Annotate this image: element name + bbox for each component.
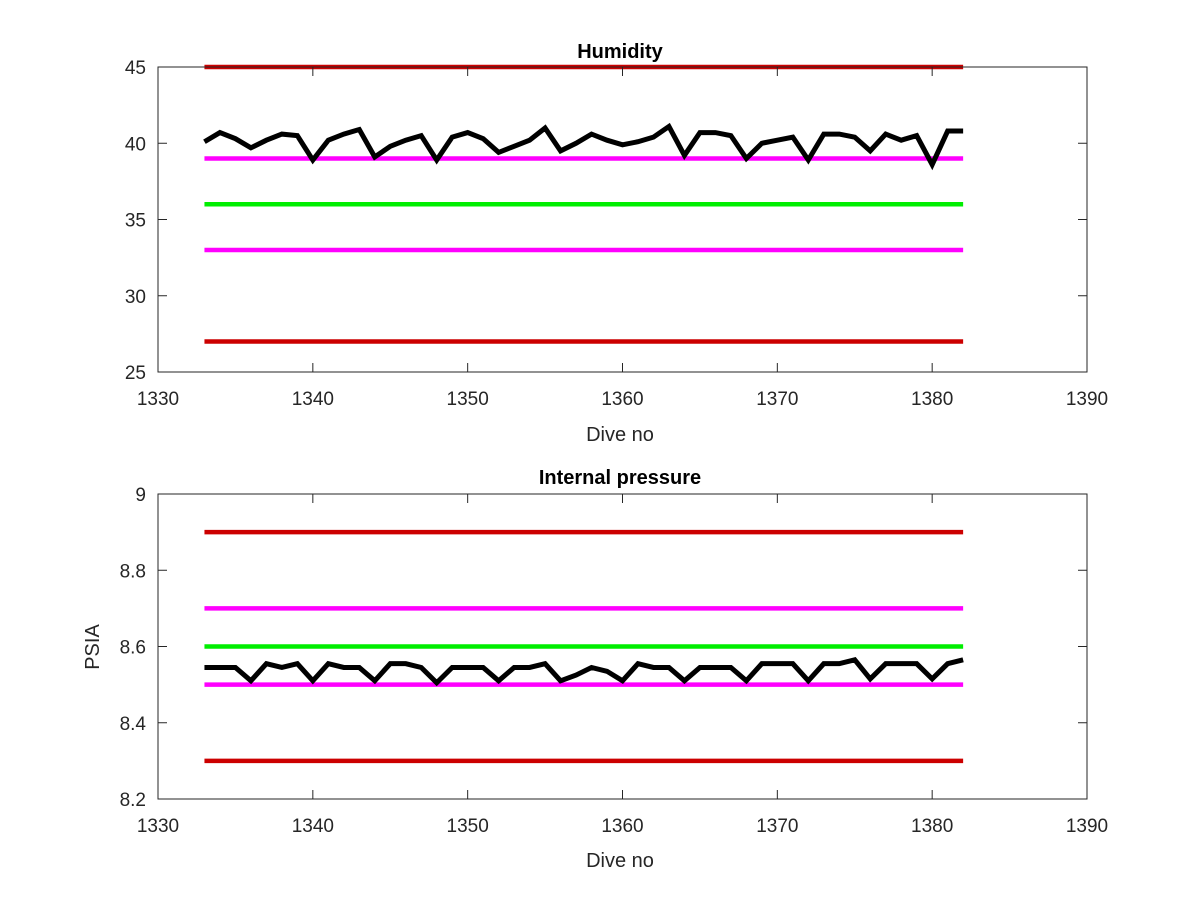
pressure-xlabel: Dive no — [586, 850, 654, 872]
humidity-y-tick-label: 45 — [125, 58, 146, 79]
humidity-x-tick-label: 1350 — [447, 389, 489, 410]
pressure-x-tick-label: 1390 — [1066, 816, 1108, 837]
humidity-axes-box — [157, 66, 1088, 373]
pressure-x-tick-label: 1360 — [601, 816, 643, 837]
pressure-y-tick-label: 8.2 — [120, 790, 146, 811]
humidity-x-tick-label: 1370 — [756, 389, 798, 410]
pressure-x-tick-label: 1340 — [292, 816, 334, 837]
humidity-x-tick-label: 1390 — [1066, 389, 1108, 410]
humidity-x-tick-label: 1380 — [911, 389, 953, 410]
pressure-x-tick-label: 1330 — [137, 816, 179, 837]
humidity-subplot: Humidity Dive no 1330 1340 1350 1360 1370 138… — [125, 41, 1108, 446]
humidity-y-tick-label: 25 — [125, 363, 146, 384]
pressure-y-tick-label: 8.6 — [120, 638, 146, 659]
humidity-x-tick-label: 1330 — [137, 389, 179, 410]
humidity-plot-area — [203, 64, 964, 344]
pressure-ylabel: PSIA — [82, 624, 104, 670]
humidity-title: Humidity — [577, 41, 663, 63]
pressure-x-tick-label: 1350 — [447, 816, 489, 837]
pressure-title: Internal pressure — [539, 467, 701, 489]
pressure-series-line-0 — [204, 657, 964, 687]
humidity-x-tick-label: 1360 — [601, 389, 643, 410]
pressure-ticks: 1330 1340 1350 1360 1370 1380 1390 8.2 8.4 8.6 8.8… — [120, 485, 1109, 837]
humidity-y-tick-label: 40 — [125, 134, 146, 155]
pressure-y-tick-label: 9 — [135, 485, 146, 506]
humidity-ticks: 1330 1340 1350 1360 1370 1380 1390 25 30 35 40 45 — [125, 58, 1108, 410]
humidity-y-tick-label: 30 — [125, 287, 146, 308]
humidity-y-tick-label: 35 — [125, 211, 146, 232]
pressure-y-tick-label: 8.4 — [120, 714, 147, 735]
pressure-x-tick-label: 1370 — [756, 816, 798, 837]
humidity-xlabel: Dive no — [586, 424, 654, 446]
humidity-x-tick-label: 1340 — [292, 389, 334, 410]
pressure-y-tick-label: 8.8 — [120, 561, 146, 582]
pressure-subplot: Internal pressure Dive no PSIA 1330 1340 1… — [82, 467, 1108, 872]
pressure-plot-area — [204, 529, 964, 764]
pressure-x-tick-label: 1380 — [911, 816, 953, 837]
humidity-series-line-0 — [203, 122, 964, 171]
